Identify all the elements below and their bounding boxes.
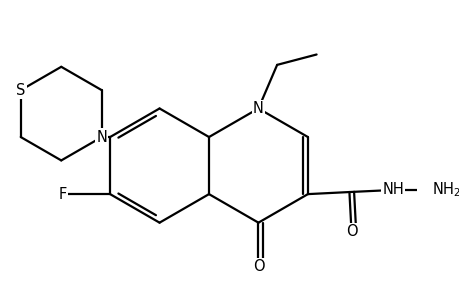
Text: NH: NH — [381, 182, 403, 197]
Text: O: O — [252, 259, 263, 274]
Text: F: F — [58, 187, 67, 202]
Text: N: N — [252, 101, 263, 116]
Text: O: O — [345, 224, 357, 239]
Text: NH$_2$: NH$_2$ — [431, 181, 459, 199]
Text: S: S — [16, 83, 25, 98]
Text: N: N — [96, 130, 107, 145]
